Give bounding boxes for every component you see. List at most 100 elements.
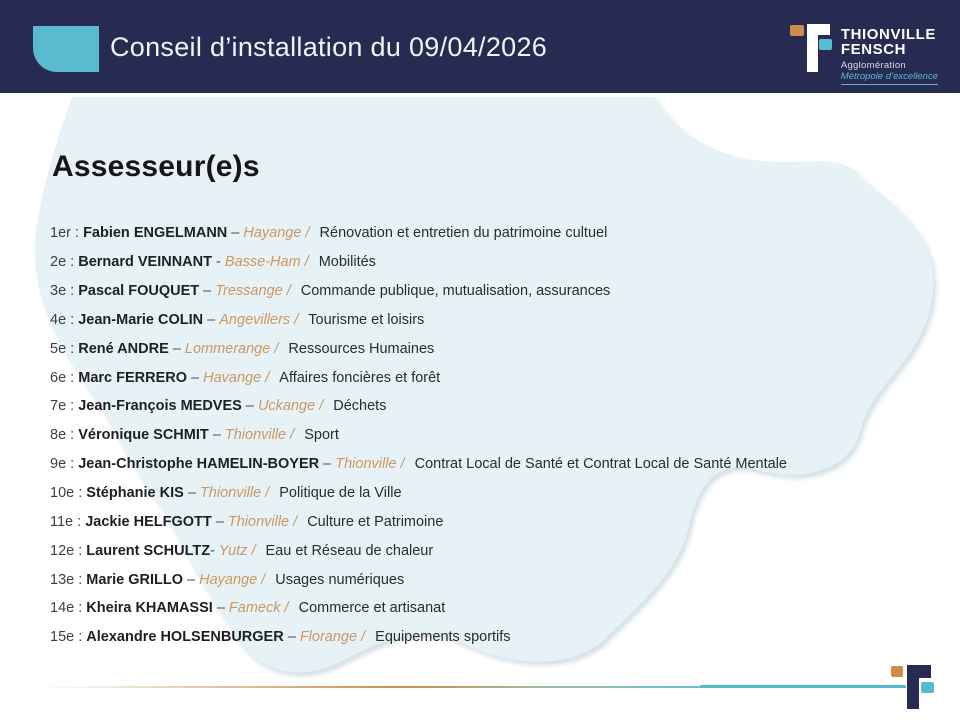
rank-separator: : (74, 571, 87, 588)
name-city-dash: – (168, 340, 185, 357)
logo-name-line2: FENSCH (840, 41, 907, 59)
assessor-name: Jean-Marie COLIN (78, 311, 204, 328)
assessor-name: Kheira KHAMASSI (86, 600, 213, 617)
assessor-rank: 1er (50, 225, 71, 242)
rank-separator: : (66, 369, 79, 386)
header-bar: Conseil d’installation du 09/04/2026 THI… (0, 0, 960, 93)
rank-separator: : (66, 456, 79, 473)
name-city-dash: – (187, 369, 204, 386)
name-city-dash: – (211, 513, 228, 530)
name-city-dash: – (182, 571, 200, 588)
assessor-row: 10e : Stéphanie KIS – Thionville / Polit… (50, 479, 787, 508)
logo-tagline: Métropole d’excellence (840, 72, 938, 85)
assessor-city: Hayange (243, 225, 302, 242)
assessor-rank: 14e (50, 600, 75, 617)
assessor-city: Lommerange (184, 340, 271, 357)
assessor-rank: 12e (50, 542, 75, 559)
assessor-row: 12e : Laurent SCHULTZ - Yutz / Eau et Rés… (50, 536, 787, 565)
rank-separator: : (74, 629, 87, 646)
assessor-city: Thionville (224, 427, 287, 444)
assessor-name: Laurent SCHULTZ (86, 542, 211, 559)
assessor-city: Florange (299, 629, 358, 646)
assessor-name: Jean-Christophe HAMELIN-BOYER (78, 456, 320, 473)
assessor-name: Pascal FOUQUET (78, 283, 200, 300)
tf-logo-footer-icon (891, 665, 934, 709)
name-city-dash: – (208, 427, 225, 444)
footer-tf-logo (891, 663, 935, 714)
name-city-dash: - (211, 254, 225, 271)
assessor-row: 13e : Marie GRILLO – Hayange / Usages nu… (50, 565, 787, 594)
assessor-city: Thionville (227, 513, 290, 530)
assessor-city: Tressange (215, 283, 283, 300)
assessor-city: Hayange (199, 571, 258, 588)
rank-separator: : (66, 427, 79, 444)
assessor-rank: 9e (50, 456, 67, 473)
rank-separator: : (73, 513, 86, 530)
assessor-mission: Sport (304, 427, 339, 444)
assessor-mission: Rénovation et entretien du patrimoine cu… (319, 225, 608, 242)
rank-separator: : (74, 542, 87, 559)
assessor-city: Fameck (228, 600, 281, 617)
assessor-row: 8e : Véronique SCHMIT – Thionville / Spo… (50, 421, 787, 450)
slide-title: Conseil d’installation du 09/04/2026 (110, 32, 548, 62)
assessor-name: Alexandre HOLSENBURGER (86, 629, 284, 646)
assessor-city: Angevillers (219, 311, 291, 328)
assessor-rank: 10e (50, 485, 75, 502)
assessor-row: 14e : Kheira KHAMASSI – Fameck / Commerc… (50, 594, 787, 623)
city-slash: / (315, 398, 328, 415)
assessor-name: Marc FERRERO (78, 369, 188, 386)
assessor-name: Jackie HELFGOTT (85, 513, 212, 530)
assessor-city: Thionville (199, 485, 262, 502)
name-city-dash: – (212, 600, 229, 617)
assessor-city: Thionville (335, 456, 397, 473)
logo-name-line1: THIONVILLE (840, 26, 936, 43)
assessor-row: 9e : Jean-Christophe HAMELIN-BOYER – Thi… (50, 450, 787, 479)
city-slash: / (261, 369, 274, 386)
logo-text: THIONVILLE FENSCH Agglomération Métropol… (840, 24, 938, 85)
logo-subtitle: Agglomération (840, 59, 906, 71)
assessor-mission: Commande publique, mutualisation, assura… (300, 283, 611, 300)
city-slash: / (289, 513, 302, 530)
assessor-rank: 5e (50, 340, 67, 357)
assessor-row: 3e : Pascal FOUQUET – Tressange / Comman… (50, 277, 787, 306)
assessor-row: 7e : Jean-François MEDVES – Uckange / Dé… (50, 392, 787, 421)
name-city-dash: – (227, 225, 244, 242)
assessor-mission: Politique de la Ville (279, 485, 402, 502)
rank-separator: : (74, 485, 87, 502)
map-shape (34, 97, 934, 673)
city-slash: / (301, 225, 314, 242)
city-slash: / (286, 427, 299, 444)
assessor-row: 4e : Jean-Marie COLIN – Angevillers / To… (50, 306, 787, 335)
assessor-rank: 8e (50, 427, 67, 444)
city-slash: / (261, 485, 274, 502)
assessor-list: 1er : Fabien ENGELMANN – Hayange / Rénov… (50, 219, 787, 652)
rank-separator: : (66, 398, 79, 415)
assessor-city: Uckange (257, 398, 316, 415)
agency-logo: THIONVILLE FENSCH Agglomération Métropol… (789, 24, 938, 85)
assessor-name: Fabien ENGELMANN (83, 225, 228, 242)
rank-separator: : (70, 225, 84, 242)
assessor-rank: 3e (50, 283, 67, 300)
name-city-dash: - (210, 542, 219, 559)
assessor-mission: Affaires foncières et forêt (279, 369, 441, 386)
page-title: Assesseur(e)s (52, 150, 260, 183)
city-slash: / (300, 254, 313, 271)
name-city-dash: – (283, 629, 300, 646)
name-city-dash: – (183, 485, 200, 502)
rank-separator: : (74, 600, 87, 617)
header-accent-block (33, 26, 99, 72)
city-slash: / (270, 340, 283, 357)
assessor-city: Yutz (218, 542, 248, 559)
city-slash: / (257, 571, 270, 588)
tf-logo-icon (789, 24, 832, 72)
assessor-name: René ANDRE (78, 340, 169, 357)
assessor-name: Véronique SCHMIT (78, 427, 209, 444)
rank-separator: : (66, 254, 79, 271)
assessor-rank: 7e (50, 398, 67, 415)
assessor-mission: Contrat Local de Santé et Contrat Local … (414, 456, 787, 473)
assessor-city: Havange (203, 369, 262, 386)
name-city-dash: – (241, 398, 258, 415)
assessor-rank: 6e (50, 369, 67, 386)
city-slash: / (247, 542, 260, 559)
